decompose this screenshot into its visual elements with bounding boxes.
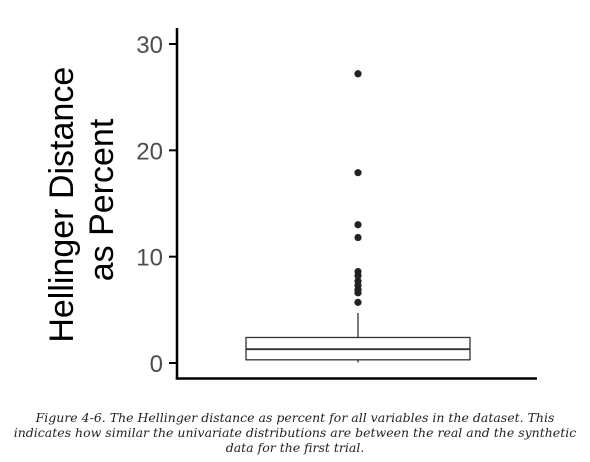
outlier-point bbox=[354, 70, 362, 78]
y-tick-label: 10 bbox=[136, 245, 163, 272]
box-plot-chart: Hellinger Distance as Percent 0 10 20 30 bbox=[43, 28, 537, 380]
outlier-point bbox=[354, 298, 362, 306]
y-axis-label-line-1: Hellinger Distance bbox=[43, 67, 81, 343]
figure-caption: Figure 4-6. The Hellinger distance as pe… bbox=[13, 410, 577, 455]
y-tick-label: 20 bbox=[136, 138, 163, 165]
outlier-point bbox=[354, 169, 362, 177]
outlier-point bbox=[354, 289, 362, 297]
outlier-point bbox=[354, 221, 362, 229]
box-plot bbox=[245, 313, 471, 363]
y-axis-ticks: 0 10 20 30 bbox=[136, 32, 177, 378]
y-axis-label: Hellinger Distance as Percent bbox=[43, 57, 121, 342]
outlier-point bbox=[354, 272, 362, 280]
outlier-point bbox=[354, 233, 362, 242]
y-tick-label: 30 bbox=[136, 32, 163, 59]
outlier-points bbox=[354, 70, 362, 306]
y-axis-label-line-2: as Percent bbox=[83, 118, 121, 281]
y-tick-label: 0 bbox=[150, 351, 163, 378]
